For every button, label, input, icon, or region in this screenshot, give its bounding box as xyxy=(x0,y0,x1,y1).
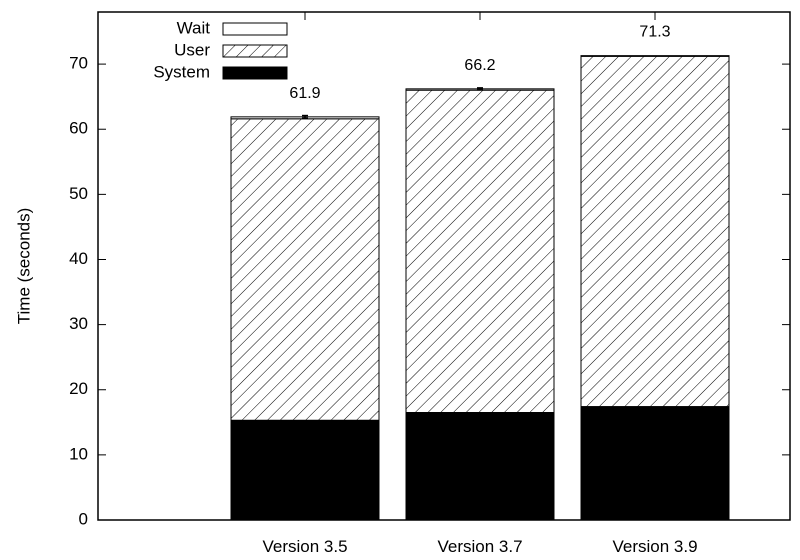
total-label-3: 71.3 xyxy=(639,24,670,41)
y-tick-label: 0 xyxy=(79,509,88,528)
x-tick-label: Version 3.5 xyxy=(262,537,347,556)
legend-swatch-wait xyxy=(222,22,288,36)
x-tick-label: Version 3.7 xyxy=(437,537,522,556)
error-bar-2 xyxy=(477,87,483,91)
bar-system-2 xyxy=(405,412,555,521)
y-tick-label: 50 xyxy=(69,184,88,203)
bar-user-2 xyxy=(405,89,555,414)
bars-layer xyxy=(230,55,730,521)
totals-layer: 61.9 66.2 71.3 xyxy=(289,24,670,102)
x-axis: Version 3.5 Version 3.7 Version 3.9 xyxy=(262,12,698,556)
x-tick-label: Version 3.9 xyxy=(612,537,697,556)
legend-swatch-system xyxy=(222,66,288,80)
bar-system-1 xyxy=(230,419,380,521)
legend: Wait User System xyxy=(153,18,288,81)
legend-swatch-user xyxy=(222,44,288,58)
legend-label-system: System xyxy=(153,62,210,81)
y-tick-label: 70 xyxy=(69,54,88,73)
total-label-2: 66.2 xyxy=(464,57,495,74)
bar-user-1 xyxy=(230,118,380,421)
y-tick-label: 40 xyxy=(69,249,88,268)
legend-label-user: User xyxy=(174,40,210,59)
total-label-1: 61.9 xyxy=(289,85,320,102)
y-tick-label: 60 xyxy=(69,119,88,138)
bar-user-3 xyxy=(580,55,730,408)
legend-label-wait: Wait xyxy=(177,18,211,37)
y-tick-label: 30 xyxy=(69,314,88,333)
bar-wait-3 xyxy=(580,55,730,57)
bar-system-3 xyxy=(580,406,730,521)
plot-frame xyxy=(97,11,791,521)
y-axis-title: Time (seconds) xyxy=(14,208,33,325)
y-tick-label: 10 xyxy=(69,444,88,463)
error-bar-1 xyxy=(302,114,308,119)
y-tick-label: 20 xyxy=(69,379,88,398)
y-axis: 0 10 20 30 40 50 60 70 xyxy=(69,54,790,528)
